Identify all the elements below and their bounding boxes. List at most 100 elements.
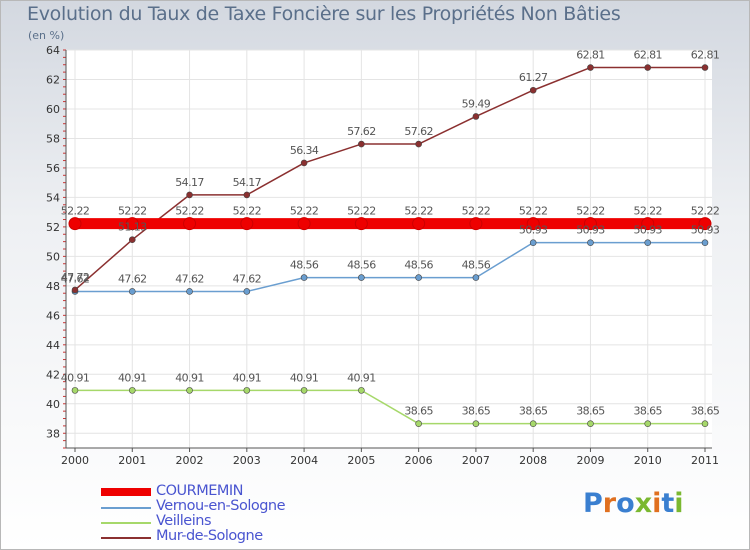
- data-point: [354, 217, 368, 231]
- data-label: 38.65: [404, 405, 433, 418]
- data-point: [125, 217, 139, 231]
- data-label: 62.81: [633, 49, 662, 62]
- proxiti-logo: Proxiti: [583, 488, 684, 519]
- y-tick-label: 50: [46, 250, 60, 263]
- y-tick-label: 62: [46, 73, 60, 86]
- y-tick-label: 44: [46, 339, 60, 352]
- legend-label: Mur-de-Sologne: [156, 528, 263, 544]
- data-point: [358, 140, 365, 148]
- data-label: 62.81: [691, 49, 720, 62]
- data-label: 48.56: [462, 259, 491, 272]
- logo-letter: o: [616, 488, 635, 519]
- data-label: 48.56: [347, 259, 376, 272]
- logo-letter: r: [602, 488, 617, 519]
- y-unit-label: (en %): [28, 29, 65, 42]
- data-label: 40.91: [347, 371, 376, 384]
- data-label: 54.17: [233, 176, 262, 189]
- data-label: 52.22: [118, 205, 147, 218]
- data-point: [529, 420, 537, 427]
- data-label: 47.72: [61, 271, 90, 284]
- chart-title: Evolution du Taux de Taxe Foncière sur l…: [27, 3, 621, 25]
- data-point: [644, 239, 652, 246]
- data-point: [358, 387, 365, 394]
- data-point: [128, 387, 136, 394]
- data-label: 48.56: [404, 259, 433, 272]
- data-point: [644, 64, 652, 71]
- legend-swatch: [101, 488, 151, 496]
- data-label: 40.91: [233, 371, 262, 384]
- data-label: 50.93: [691, 224, 720, 237]
- y-tick-label: 58: [46, 132, 60, 145]
- y-tick-label: 64: [46, 44, 60, 57]
- data-point: [415, 274, 422, 281]
- data-label: 61.27: [519, 71, 548, 84]
- data-point: [472, 274, 480, 281]
- data-point: [186, 387, 193, 394]
- data-point: [183, 217, 197, 231]
- y-tick-label: 52: [46, 221, 60, 234]
- x-tick-label: 2002: [176, 454, 204, 467]
- data-point: [415, 140, 422, 148]
- data-label: 52.22: [233, 205, 262, 218]
- plot-area: [66, 50, 712, 448]
- y-tick-label: 42: [46, 368, 60, 381]
- series-line: [75, 241, 705, 293]
- data-label: 47.62: [118, 272, 147, 285]
- data-label: 38.65: [691, 405, 720, 418]
- legend-label: Vernou-en-Sologne: [156, 498, 286, 514]
- data-label: 57.62: [404, 125, 433, 138]
- data-label: 52.22: [290, 205, 319, 218]
- data-point: [472, 420, 480, 427]
- data-point: [587, 64, 594, 71]
- data-label: 38.65: [633, 405, 662, 418]
- legend-label: Veilleins: [156, 513, 212, 529]
- data-label: 40.91: [118, 371, 147, 384]
- logo-letter: i: [652, 488, 662, 519]
- data-label: 47.62: [233, 272, 262, 285]
- data-label: 38.65: [462, 405, 491, 418]
- data-point: [526, 217, 540, 231]
- data-label: 56.34: [290, 144, 319, 157]
- data-point: [128, 236, 136, 244]
- data-label: 40.91: [290, 371, 319, 384]
- logo-letter: i: [674, 488, 684, 519]
- logo-letter: P: [583, 488, 603, 519]
- data-label: 38.65: [576, 405, 605, 418]
- data-point: [587, 239, 594, 246]
- x-tick-label: 2010: [634, 454, 662, 467]
- data-label: 52.22: [404, 205, 433, 218]
- data-point: [701, 239, 709, 246]
- data-point: [71, 286, 79, 294]
- data-label: 40.91: [61, 371, 90, 384]
- data-point: [71, 387, 79, 394]
- x-tick-label: 2008: [519, 454, 547, 467]
- data-label: 52.22: [633, 205, 662, 218]
- data-point: [240, 217, 254, 231]
- data-point: [529, 239, 537, 246]
- data-point: [300, 274, 308, 281]
- data-label: 47.62: [61, 272, 90, 285]
- data-label: 52.22: [462, 205, 491, 218]
- data-point: [412, 217, 426, 231]
- legend-swatch: [101, 522, 151, 524]
- data-point: [243, 191, 251, 199]
- data-point: [587, 420, 594, 427]
- y-tick-label: 56: [46, 162, 60, 175]
- x-tick-label: 2005: [347, 454, 375, 467]
- data-label: 62.81: [576, 49, 605, 62]
- series-line: [75, 389, 705, 425]
- data-point: [300, 387, 308, 394]
- data-point: [243, 387, 251, 394]
- x-tick-label: 2007: [462, 454, 490, 467]
- data-label: 40.91: [175, 371, 204, 384]
- x-tick-label: 2004: [290, 454, 318, 467]
- data-label: 51.13: [118, 221, 147, 234]
- data-point: [297, 217, 311, 231]
- x-tick-label: 2000: [61, 454, 89, 467]
- y-tick-label: 48: [46, 280, 60, 293]
- y-tick-label: 40: [46, 398, 60, 411]
- data-point: [415, 420, 422, 427]
- data-point: [641, 217, 655, 231]
- data-label: 50.93: [519, 224, 548, 237]
- data-point: [243, 288, 251, 295]
